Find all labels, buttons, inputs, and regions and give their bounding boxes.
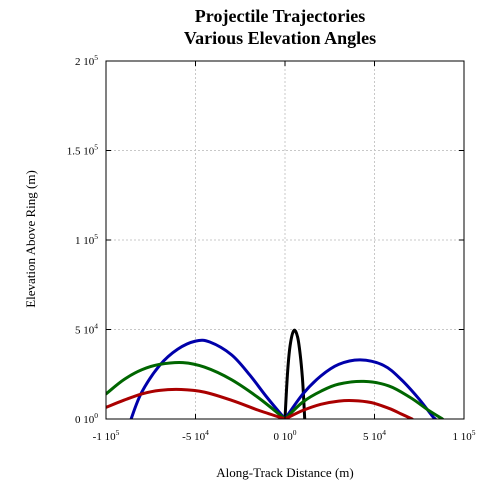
trajectory-series-line <box>106 387 287 419</box>
x-tick-label: 0 100 <box>274 428 297 443</box>
y-tick-label: 2 105 <box>75 53 98 68</box>
x-tick-label: 1 105 <box>453 428 476 443</box>
y-axis-label: Elevation Above Ring (m) <box>23 170 38 308</box>
y-tick-label: 1 105 <box>75 232 98 247</box>
trajectory-series-line <box>106 361 287 419</box>
trajectory-series-line <box>129 338 287 419</box>
chart-title: Projectile Trajectories <box>195 6 365 26</box>
y-tick-label: 5 104 <box>75 322 98 337</box>
tick-group: -1 105 -5 104 0 100 5 104 1 105 0 100 5 104 1 1… <box>67 53 476 443</box>
chart-subtitle: Various Elevation Angles <box>184 28 376 48</box>
x-axis-label: Along-Track Distance (m) <box>216 465 353 480</box>
x-tick-label: -5 104 <box>182 428 209 443</box>
y-tick-label: 0 100 <box>75 411 98 426</box>
y-tick-label: 1.5 105 <box>67 143 99 158</box>
series-group <box>106 328 444 419</box>
trajectory-series-line <box>283 379 444 419</box>
trajectory-series-line <box>283 398 414 419</box>
x-tick-label: 5 104 <box>363 428 386 443</box>
x-tick-label: -1 105 <box>93 428 120 443</box>
